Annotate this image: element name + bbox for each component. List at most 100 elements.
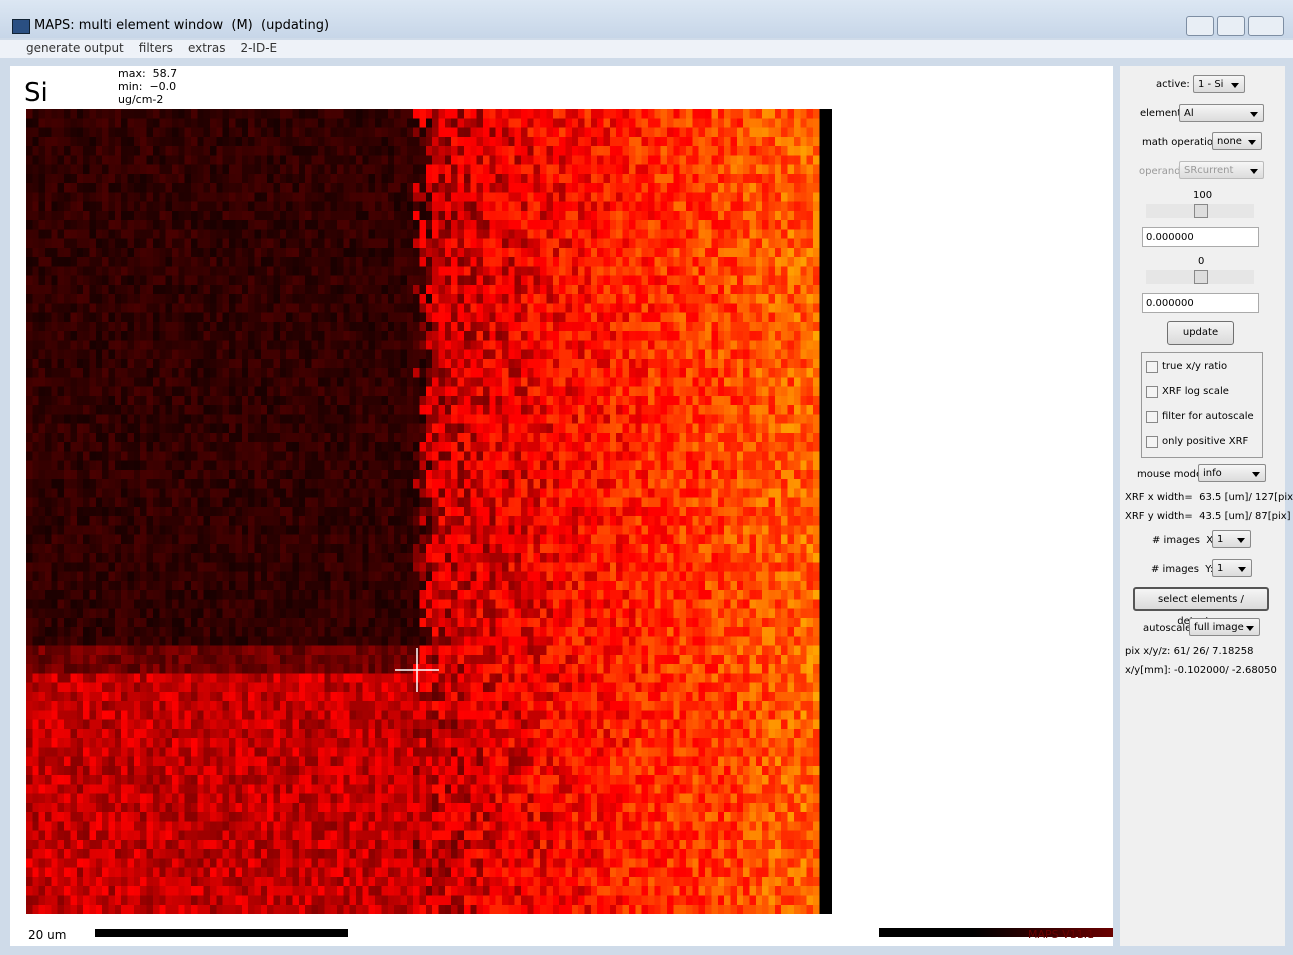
close-button[interactable] <box>1248 16 1284 36</box>
pixel <box>89 118 96 128</box>
pixel <box>381 377 388 387</box>
menu-item[interactable]: filters <box>139 41 173 55</box>
pixel <box>331 239 338 249</box>
pixel <box>489 211 496 221</box>
pixel <box>686 396 693 406</box>
pixel <box>305 313 312 323</box>
pixel <box>584 239 591 249</box>
pixel <box>692 331 699 341</box>
maximize-button[interactable] <box>1217 16 1245 36</box>
pixel <box>51 285 58 295</box>
pixel <box>750 387 757 397</box>
pixel <box>591 368 598 378</box>
pixel <box>115 331 122 341</box>
menu-item[interactable]: generate output <box>26 41 124 55</box>
pixel <box>64 118 71 128</box>
pixel <box>508 257 515 267</box>
pixel <box>185 137 192 147</box>
pixel <box>692 146 699 156</box>
pixel <box>794 442 801 452</box>
pixel <box>515 414 522 424</box>
pixel <box>147 359 154 369</box>
pixel <box>159 405 166 415</box>
pixel <box>210 285 217 295</box>
pixel <box>718 174 725 184</box>
pixel <box>718 424 725 434</box>
pixel <box>293 350 300 360</box>
pixel <box>769 211 776 221</box>
menu-item[interactable]: 2-ID-E <box>240 41 277 55</box>
pixel <box>58 424 65 434</box>
pixel <box>705 377 712 387</box>
pixel <box>724 165 731 175</box>
pixel <box>439 340 446 350</box>
pixel <box>489 303 496 313</box>
pixel <box>616 192 623 202</box>
pixel <box>166 433 173 443</box>
pixel <box>242 294 249 304</box>
pixel <box>83 396 90 406</box>
pixel <box>26 350 33 360</box>
pixel <box>724 322 731 332</box>
pixel <box>350 433 357 443</box>
pixel <box>299 220 306 230</box>
pixel <box>534 128 541 138</box>
pixel <box>312 220 319 230</box>
pixel <box>204 165 211 175</box>
pixel <box>216 368 223 378</box>
pixel <box>39 303 46 313</box>
pixel <box>540 442 547 452</box>
pixel <box>604 368 611 378</box>
pixel <box>362 266 369 276</box>
pixel <box>172 377 179 387</box>
pixel <box>394 359 401 369</box>
pixel <box>769 340 776 350</box>
pixel <box>115 322 122 332</box>
pixel <box>197 266 204 276</box>
pixel <box>305 137 312 147</box>
pixel <box>223 211 230 221</box>
pixel <box>172 313 179 323</box>
pixel <box>356 285 363 295</box>
pixel <box>737 128 744 138</box>
pixel <box>166 211 173 221</box>
pixel <box>381 285 388 295</box>
pixel <box>781 424 788 434</box>
pixel <box>629 331 636 341</box>
element-map[interactable] <box>26 109 832 914</box>
pixel <box>807 211 814 221</box>
pixel <box>204 109 211 119</box>
pixel <box>527 155 534 165</box>
pixel <box>140 192 147 202</box>
pixel <box>692 128 699 138</box>
pixel <box>343 239 350 249</box>
pixel <box>743 146 750 156</box>
pixel <box>267 331 274 341</box>
pixel <box>32 387 39 397</box>
pixel <box>661 294 668 304</box>
pixel <box>451 442 458 452</box>
pixel <box>305 248 312 258</box>
pixel <box>362 118 369 128</box>
pixel <box>388 248 395 258</box>
pixel <box>470 174 477 184</box>
pixel <box>210 211 217 221</box>
pixel <box>534 322 541 332</box>
pixel <box>572 174 579 184</box>
pixel <box>800 313 807 323</box>
pixel <box>172 183 179 193</box>
pixel <box>318 229 325 239</box>
pixel <box>458 433 465 443</box>
pixel <box>629 294 636 304</box>
pixel <box>77 322 84 332</box>
pixel <box>521 359 528 369</box>
menu-item[interactable]: extras <box>188 41 226 55</box>
minimize-button[interactable] <box>1186 16 1214 36</box>
pixel <box>680 424 687 434</box>
pixel <box>178 257 185 267</box>
pixel <box>96 174 103 184</box>
pixel <box>483 340 490 350</box>
pixel <box>743 313 750 323</box>
pixel <box>623 387 630 397</box>
pixel <box>673 340 680 350</box>
